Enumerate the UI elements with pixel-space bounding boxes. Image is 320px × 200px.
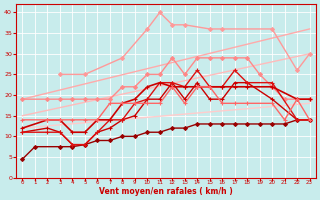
X-axis label: Vent moyen/en rafales ( km/h ): Vent moyen/en rafales ( km/h ) [99,187,233,196]
